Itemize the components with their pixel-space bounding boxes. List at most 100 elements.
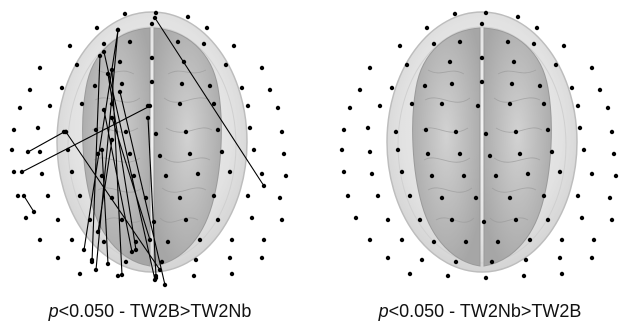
connection-line [23,195,35,213]
electrode-dot [424,25,430,31]
electrode-dot [157,153,163,159]
connection-line [101,149,109,265]
connection-endpoint [105,261,111,267]
electrode-dot [151,219,157,225]
electrode-dot [341,169,347,175]
connection-endpoint [147,237,153,243]
electrode-dot [399,237,405,243]
connection-endpoint [105,71,111,77]
electrode-dot [59,85,65,91]
electrode-dot [581,147,587,153]
electrode-dot [115,273,121,279]
electrode-dot [149,21,155,27]
electrode-dot [279,217,285,223]
head-model-right [339,10,619,281]
electrode-dot [55,255,61,261]
electrode-dot [534,25,540,31]
electrode-dot [67,43,73,49]
electrode-dot [479,55,485,61]
electrode-dot [37,149,43,155]
electrode-dot [483,275,489,281]
connections [21,17,265,286]
electrode-dot [277,195,283,201]
electrode-dot [493,173,499,179]
brain-right-hemisphere [153,27,222,267]
caption-right: p<0.050 - TW2Nb>TW2B [330,296,627,326]
electrode-dot [445,273,451,279]
brain-left-hemisphere [82,27,151,267]
electrode-dot [87,217,93,223]
electrode-dot [74,62,80,68]
electrode-dot [611,151,617,157]
electrode-dot [481,219,487,225]
electrode-dot [483,131,489,137]
electrode-dot [407,271,413,277]
electrode-dot [45,193,51,199]
electrode-dot [101,239,107,245]
electrode-dot [613,173,619,179]
electrode-dot [153,10,159,16]
electrode-dot [527,237,533,243]
electrode-dot [475,103,481,109]
electrode-dot [353,215,359,221]
electrode-dot [175,39,181,45]
electrode-dot [55,217,61,223]
electrode-dot [93,127,99,133]
electrode-dot [605,105,611,111]
electrode-dot [119,81,125,87]
electrode-dot [347,105,353,111]
electrode-dot [149,79,155,85]
electrode-dot [259,255,265,261]
electrode-dot [339,147,345,153]
electrode-dot [163,173,169,179]
electrode-dot [261,237,267,243]
electrode-dot [395,147,401,153]
connection-endpoint [129,249,135,255]
electrode-dot [94,25,100,31]
electrode-dot [215,127,221,133]
electrode-dot [389,85,395,91]
electrode-dot [589,171,595,177]
electrode-dot [575,193,581,199]
electrode-dot [409,101,415,107]
electrode-dot [521,273,527,279]
electrode-dot [251,147,257,153]
electrode-dot [245,193,251,199]
electrode-dot [69,169,75,175]
electrode-dot [229,237,235,243]
connection-endpoint [101,107,107,113]
electrode-dot [77,193,83,199]
electrode-dot [153,131,159,137]
electrode-dot [513,129,519,135]
electrode-dot [231,43,237,49]
electrode-dot [123,259,129,265]
electrode-dot [227,255,233,261]
electrode-dot [119,217,125,223]
electrode-dot [35,125,41,131]
electrode-dot [211,193,217,199]
connection-endpoint [119,272,125,278]
electrode-dot [591,237,597,243]
electrode-dot [577,125,583,131]
electrode-dot [79,101,85,107]
electrode-dot [523,257,529,263]
connection-line [111,117,151,241]
caption-left-variable: p [48,301,59,321]
electrode-dot [211,101,217,107]
electrode-dot [545,127,551,133]
connection-endpoint [89,259,95,265]
electrode-dot [341,127,347,133]
connection-line [97,139,113,233]
caption-right-variable: p [378,301,389,321]
connection-line [21,105,151,173]
electrode-dot [17,105,23,111]
electrode-dot [609,129,615,135]
electrode-dot [541,193,547,199]
electrode-dot [515,14,521,20]
electrode-dot [505,39,511,45]
electrode-dot [365,125,371,131]
electrode-dot [457,39,463,45]
connection-endpoint [152,277,158,283]
electrode-dot [607,195,613,201]
head-model-left [9,10,289,288]
